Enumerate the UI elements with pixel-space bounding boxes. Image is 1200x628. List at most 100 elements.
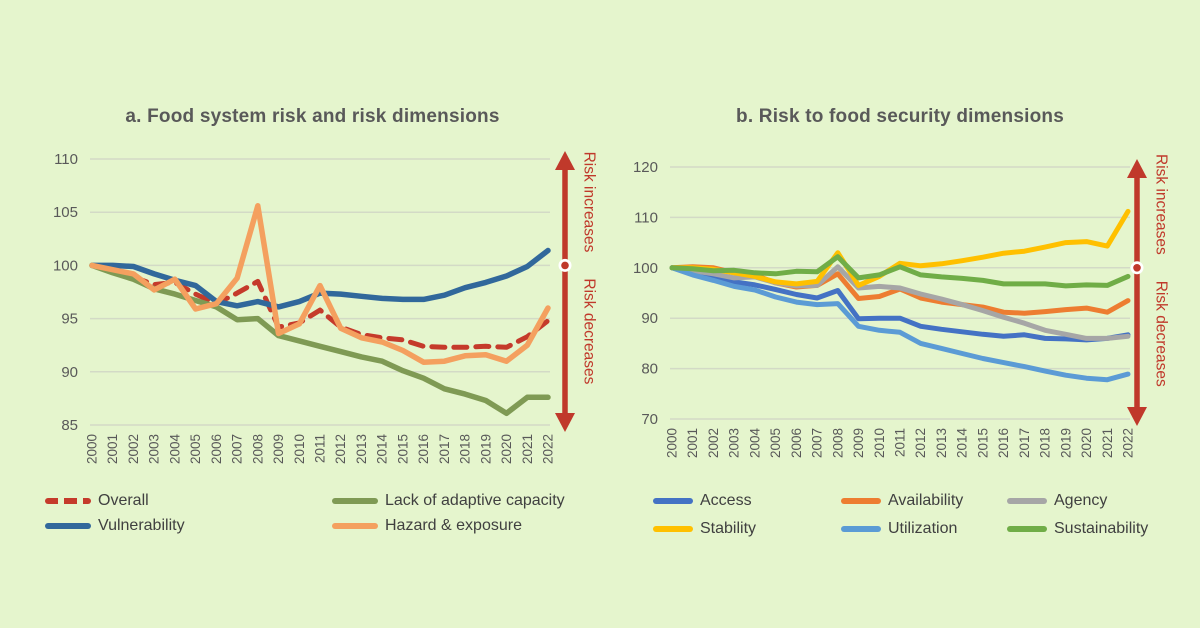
x-tick-label: 2008 xyxy=(250,434,265,464)
x-tick-label: 2017 xyxy=(437,434,452,464)
legend-item-hazard-exposure: Hazard & exposure xyxy=(332,517,590,535)
x-tick-label: 2015 xyxy=(975,428,990,458)
x-tick-label: 2006 xyxy=(209,434,224,464)
x-tick-label: 2019 xyxy=(478,434,493,464)
legend-label: Access xyxy=(700,492,752,509)
y-tick-label: 95 xyxy=(61,311,78,328)
arrow-midpoint-dot xyxy=(561,261,569,270)
x-tick-label: 2022 xyxy=(1121,428,1136,458)
x-tick-label: 2012 xyxy=(333,434,348,464)
x-tick-label: 2020 xyxy=(499,434,514,464)
legend-label: Overall xyxy=(98,492,149,509)
y-tick-label: 70 xyxy=(641,411,658,428)
legend-marker-agency xyxy=(1007,498,1047,504)
x-tick-label: 2021 xyxy=(1100,428,1115,458)
y-tick-label: 105 xyxy=(53,204,78,221)
y-tick-label: 120 xyxy=(633,159,658,176)
arrow-midpoint-dot xyxy=(1133,264,1141,272)
x-tick-label: 2003 xyxy=(147,434,162,464)
x-tick-label: 2004 xyxy=(747,428,762,459)
risk-increases-label: Risk increases xyxy=(1153,154,1170,255)
series-line-access xyxy=(669,265,1131,343)
y-tick-label: 90 xyxy=(61,364,78,381)
chart-b-plot: 70 80 90 100 110 120 2000 2001 2002 2003 2004 2005 2… xyxy=(633,154,1170,459)
legend-label: Availability xyxy=(888,492,964,509)
x-tick-label: 2015 xyxy=(395,434,410,464)
legend-label: Vulnerability xyxy=(98,517,185,534)
x-tick-label: 2016 xyxy=(996,428,1011,458)
arrow-down-head xyxy=(1127,407,1147,426)
risk-arrow: Risk increases Risk decreases xyxy=(555,151,598,432)
x-tick-label: 2011 xyxy=(313,434,328,463)
chart-b-legend: Access Availability Agency Stability Utiliza… xyxy=(653,492,1188,538)
legend-label: Lack of adaptive capacity xyxy=(385,492,565,509)
series-line-sustainability xyxy=(669,254,1131,289)
legend-label: Utilization xyxy=(888,520,958,537)
legend-item-availability: Availability xyxy=(841,492,1007,510)
series-line-stability xyxy=(669,208,1131,288)
legend-label: Stability xyxy=(700,520,757,537)
y-tick-label: 100 xyxy=(53,257,78,274)
x-tick-label: 2005 xyxy=(768,428,783,458)
x-tick-label: 2009 xyxy=(851,428,866,458)
x-tick-label: 2018 xyxy=(458,434,473,464)
legend-item-vulnerability: Vulnerability xyxy=(45,517,332,535)
legend-label: Agency xyxy=(1054,492,1108,509)
series-line-lack-of-adaptive-capacity xyxy=(89,262,551,417)
legend-marker-overall xyxy=(45,498,91,504)
legend-marker-utilization xyxy=(841,526,881,532)
legend-item-agency: Agency xyxy=(1007,492,1188,510)
x-tick-label: 2005 xyxy=(188,434,203,464)
risk-arrow: Risk increases Risk decreases xyxy=(1127,154,1170,426)
x-tick-label: 2001 xyxy=(685,428,700,458)
y-tick-label: 90 xyxy=(641,310,658,327)
x-tick-label: 2011 xyxy=(893,428,908,457)
arrow-down-head xyxy=(555,413,575,432)
legend-marker-stability xyxy=(653,526,693,532)
x-tick-label: 2000 xyxy=(665,428,680,458)
x-tick-label: 2002 xyxy=(706,428,721,458)
x-tick-label: 2020 xyxy=(1079,428,1094,458)
legend-item-access: Access xyxy=(653,492,841,510)
arrow-up-head xyxy=(1127,159,1147,178)
x-tick-label: 2004 xyxy=(167,434,182,465)
x-tick-label: 2014 xyxy=(375,434,390,465)
x-tick-label: 2007 xyxy=(810,428,825,458)
series-line-vulnerability xyxy=(89,247,551,310)
y-tick-label: 110 xyxy=(634,209,658,226)
legend-marker-sustainability xyxy=(1007,526,1047,532)
legend-item-stability: Stability xyxy=(653,520,841,538)
legend-marker-hazard-exposure xyxy=(332,523,378,529)
x-tick-label: 2000 xyxy=(85,434,100,464)
series-line-agency xyxy=(669,264,1131,341)
y-tick-label: 100 xyxy=(633,260,658,277)
y-tick-label: 110 xyxy=(54,151,78,168)
legend-item-overall: Overall xyxy=(45,492,332,510)
x-tick-label: 2012 xyxy=(913,428,928,458)
legend-marker-availability xyxy=(841,498,881,504)
series-line-hazard-exposure xyxy=(89,203,551,365)
chart-a-title: a. Food system risk and risk dimensions xyxy=(125,106,500,127)
legend-marker-vulnerability xyxy=(45,523,91,529)
x-tick-label: 2001 xyxy=(105,434,120,464)
y-tick-label: 80 xyxy=(641,361,658,378)
x-tick-label: 2010 xyxy=(872,428,887,458)
legend-marker-access xyxy=(653,498,693,504)
chart-b-title: b. Risk to food security dimensions xyxy=(736,106,1064,127)
series-line-utilization xyxy=(669,265,1131,383)
x-tick-label: 2013 xyxy=(354,434,369,464)
x-tick-label: 2006 xyxy=(789,428,804,458)
x-tick-label: 2009 xyxy=(271,434,286,464)
legend-item-utilization: Utilization xyxy=(841,520,1007,538)
x-tick-label: 2016 xyxy=(416,434,431,464)
x-tick-label: 2003 xyxy=(727,428,742,458)
y-tick-label: 85 xyxy=(61,417,78,434)
risk-decreases-label: Risk decreases xyxy=(581,278,598,384)
legend-label: Sustainability xyxy=(1054,520,1149,537)
legend-marker-lack-of-adaptive-capacity xyxy=(332,498,378,504)
risk-decreases-label: Risk decreases xyxy=(1153,281,1170,387)
x-tick-label: 2019 xyxy=(1058,428,1073,458)
legend-label: Hazard & exposure xyxy=(385,517,522,534)
arrow-up-head xyxy=(555,151,575,170)
